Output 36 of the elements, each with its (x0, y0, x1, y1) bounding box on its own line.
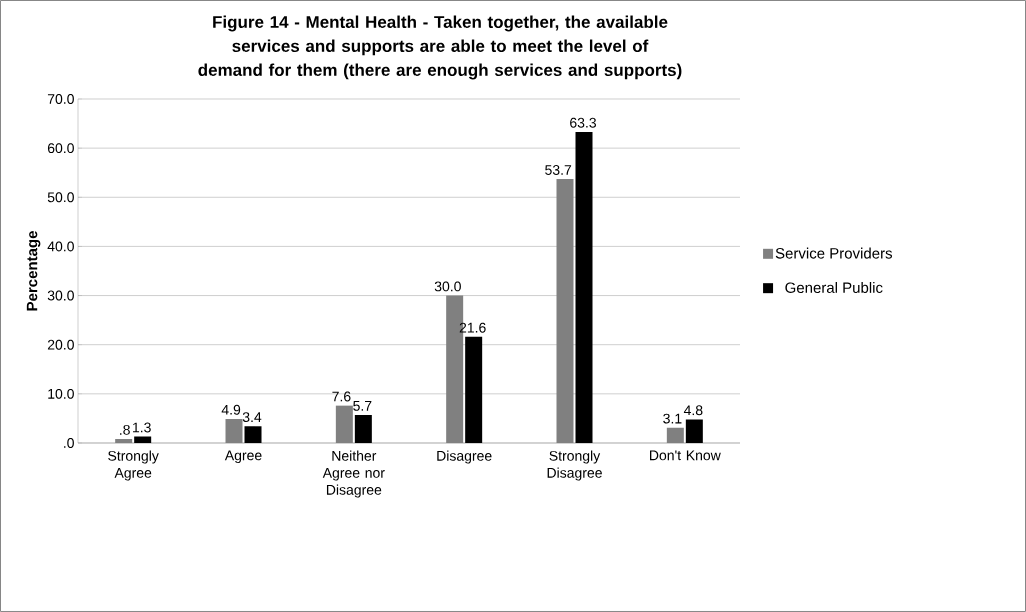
data-label: 63.3 (570, 117, 597, 128)
data-label: 3.1 (663, 413, 682, 424)
y-axis-title: Percentage (26, 231, 41, 311)
data-label: .8 (120, 424, 130, 435)
data-label: 4.8 (683, 405, 703, 416)
bar (575, 131, 593, 443)
y-tick-label: 40.0 (47, 241, 74, 252)
x-tick-label: Disagree (437, 450, 492, 464)
legend-label: Service Providers (775, 247, 893, 259)
data-label: 4.9 (221, 404, 241, 415)
y-tick-label: .0 (64, 438, 74, 448)
bar (465, 336, 483, 443)
data-label: 53.7 (545, 164, 572, 175)
x-tick-label: Strongly Disagree (547, 450, 602, 481)
y-tick-label: 20.0 (47, 339, 74, 350)
chart-title: Figure 14 - Mental Health - Taken together, the available services and supports are able to meet the level of demand for them (there are enough services and supports) (198, 15, 682, 80)
data-label: 1.3 (133, 422, 151, 433)
x-tick-label: Strongly Agree (108, 450, 159, 481)
x-tick-label: Agree (224, 450, 262, 464)
y-tick-label: 30.0 (47, 290, 74, 301)
legend-label: General Public (785, 281, 883, 293)
data-label: 3.4 (242, 412, 262, 423)
bar (134, 436, 152, 443)
data-label: 7.6 (332, 391, 351, 402)
x-tick-label: Don't Know (650, 450, 721, 461)
y-tick-label: 50.0 (47, 192, 74, 203)
y-tick-label: 60.0 (47, 143, 74, 154)
y-tick-label: 10.0 (48, 388, 74, 399)
y-tick-label: 70.0 (47, 94, 74, 104)
data-label: 5.7 (353, 401, 372, 411)
bar (685, 419, 703, 443)
data-label: 21.6 (459, 322, 486, 333)
data-label: 30.0 (434, 281, 461, 292)
bar (244, 426, 262, 443)
x-tick-label: Neither Agree nor Disagree (322, 450, 385, 498)
bar (354, 414, 372, 443)
